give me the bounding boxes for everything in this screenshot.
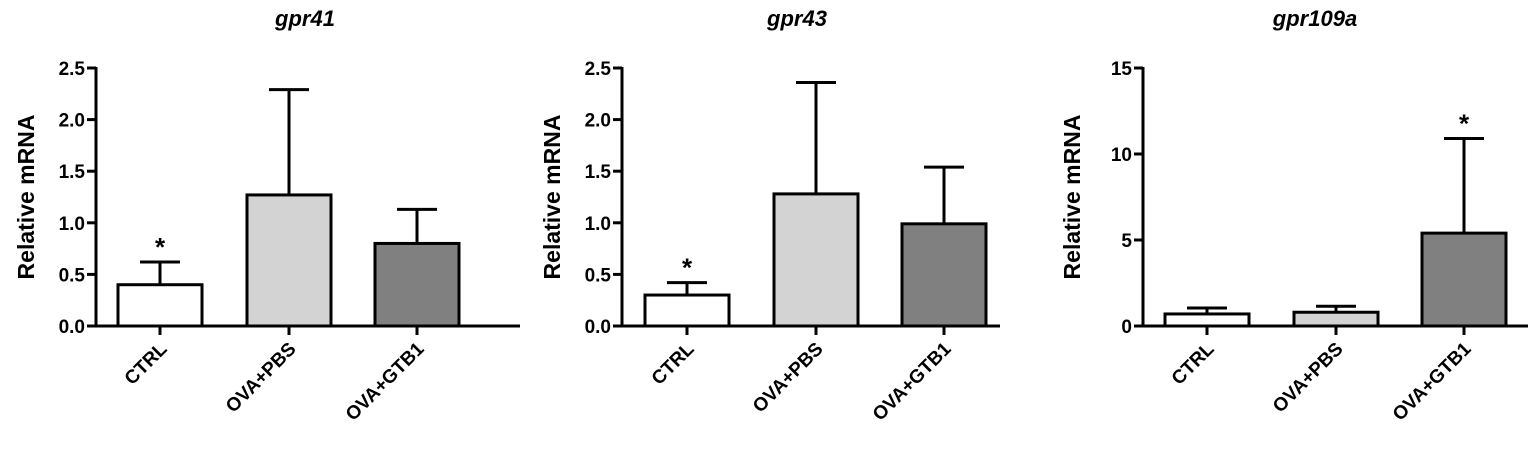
chart-panel-2: gpr43 Relative mRNA 0.0 0.5 1.0 1.5 2.0 2.5 CTRL… [539, 6, 1000, 425]
y-axis-label: Relative mRNA [13, 115, 39, 280]
chart-panel-1: gpr41 Relative mRNA 0.0 0.5 1.0 1.5 2.0 2.5 CTRL… [13, 6, 520, 425]
x-tick-label: CTRL [121, 338, 172, 389]
bar-ova-gtb1 [900, 222, 988, 328]
x-tick-label: CTRL [1168, 338, 1219, 389]
chart-panel-3: gpr109a Relative mRNA 0 5 10 15 CTRL OVA+PBS OVA… [1059, 6, 1528, 425]
y-tick-label: 0.5 [59, 265, 86, 286]
significance-marker: * [1459, 109, 1470, 139]
chart-title: gpr41 [274, 6, 335, 31]
bar-ova-pbs [772, 192, 860, 328]
y-tick-label: 2.0 [585, 111, 611, 132]
y-tick-label: 1.0 [59, 214, 85, 235]
x-tick-label: OVA+GTB1 [1389, 338, 1476, 425]
y-tick-label: 2.0 [59, 111, 85, 132]
significance-marker: * [155, 232, 166, 262]
x-tick-label: OVA+GTB1 [869, 338, 956, 425]
y-tick-label: 2.5 [585, 59, 612, 80]
x-tick-label: OVA+PBS [222, 339, 300, 417]
x-tick-label: OVA+PBS [1269, 339, 1347, 417]
y-axis-label: Relative mRNA [1059, 115, 1085, 280]
chart-title: gpr109a [1272, 6, 1357, 31]
y-tick-label: 15 [1111, 59, 1133, 80]
bar-ova-gtb1 [1420, 231, 1508, 328]
y-tick-label: 1.0 [585, 214, 611, 235]
bar-ova-pbs [245, 193, 333, 328]
bar-ctrl [643, 293, 731, 328]
y-tick-label: 0 [1121, 317, 1132, 338]
y-tick-label: 0.5 [585, 265, 612, 286]
y-tick-label: 5 [1121, 231, 1132, 252]
chart-title: gpr43 [766, 6, 827, 31]
x-tick-label: OVA+PBS [749, 339, 827, 417]
x-tick-label: OVA+GTB1 [342, 338, 429, 425]
y-tick-label: 10 [1111, 145, 1132, 166]
bar-ctrl [1163, 312, 1251, 328]
y-tick-label: 1.5 [59, 162, 86, 183]
y-tick-label: 1.5 [585, 162, 612, 183]
y-tick-label: 0.0 [59, 317, 85, 338]
bar-ova-pbs [1292, 310, 1380, 328]
bar-ctrl [116, 283, 204, 328]
y-axis-label: Relative mRNA [539, 115, 565, 280]
y-tick-label: 2.5 [59, 59, 86, 80]
y-tick-label: 0.0 [585, 317, 611, 338]
bar-ova-gtb1 [373, 241, 461, 328]
x-tick-label: CTRL [648, 338, 699, 389]
significance-marker: * [682, 253, 693, 283]
